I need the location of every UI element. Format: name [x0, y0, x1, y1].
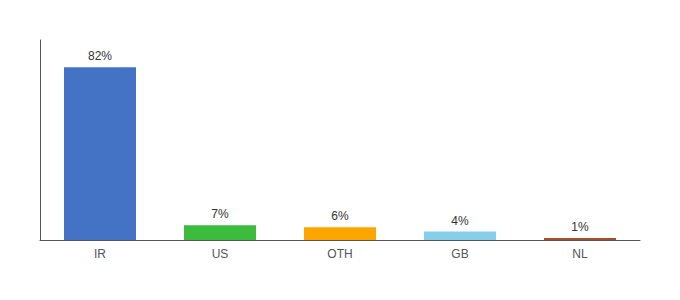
svg-text:NL: NL: [572, 247, 588, 261]
svg-text:OTH: OTH: [327, 247, 352, 261]
svg-text:IR: IR: [94, 247, 106, 261]
svg-text:6%: 6%: [331, 209, 349, 223]
svg-text:1%: 1%: [571, 220, 589, 234]
svg-text:GB: GB: [451, 247, 468, 261]
svg-text:4%: 4%: [451, 214, 469, 228]
svg-text:US: US: [212, 247, 229, 261]
svg-text:7%: 7%: [211, 207, 229, 221]
svg-text:82%: 82%: [88, 49, 112, 63]
